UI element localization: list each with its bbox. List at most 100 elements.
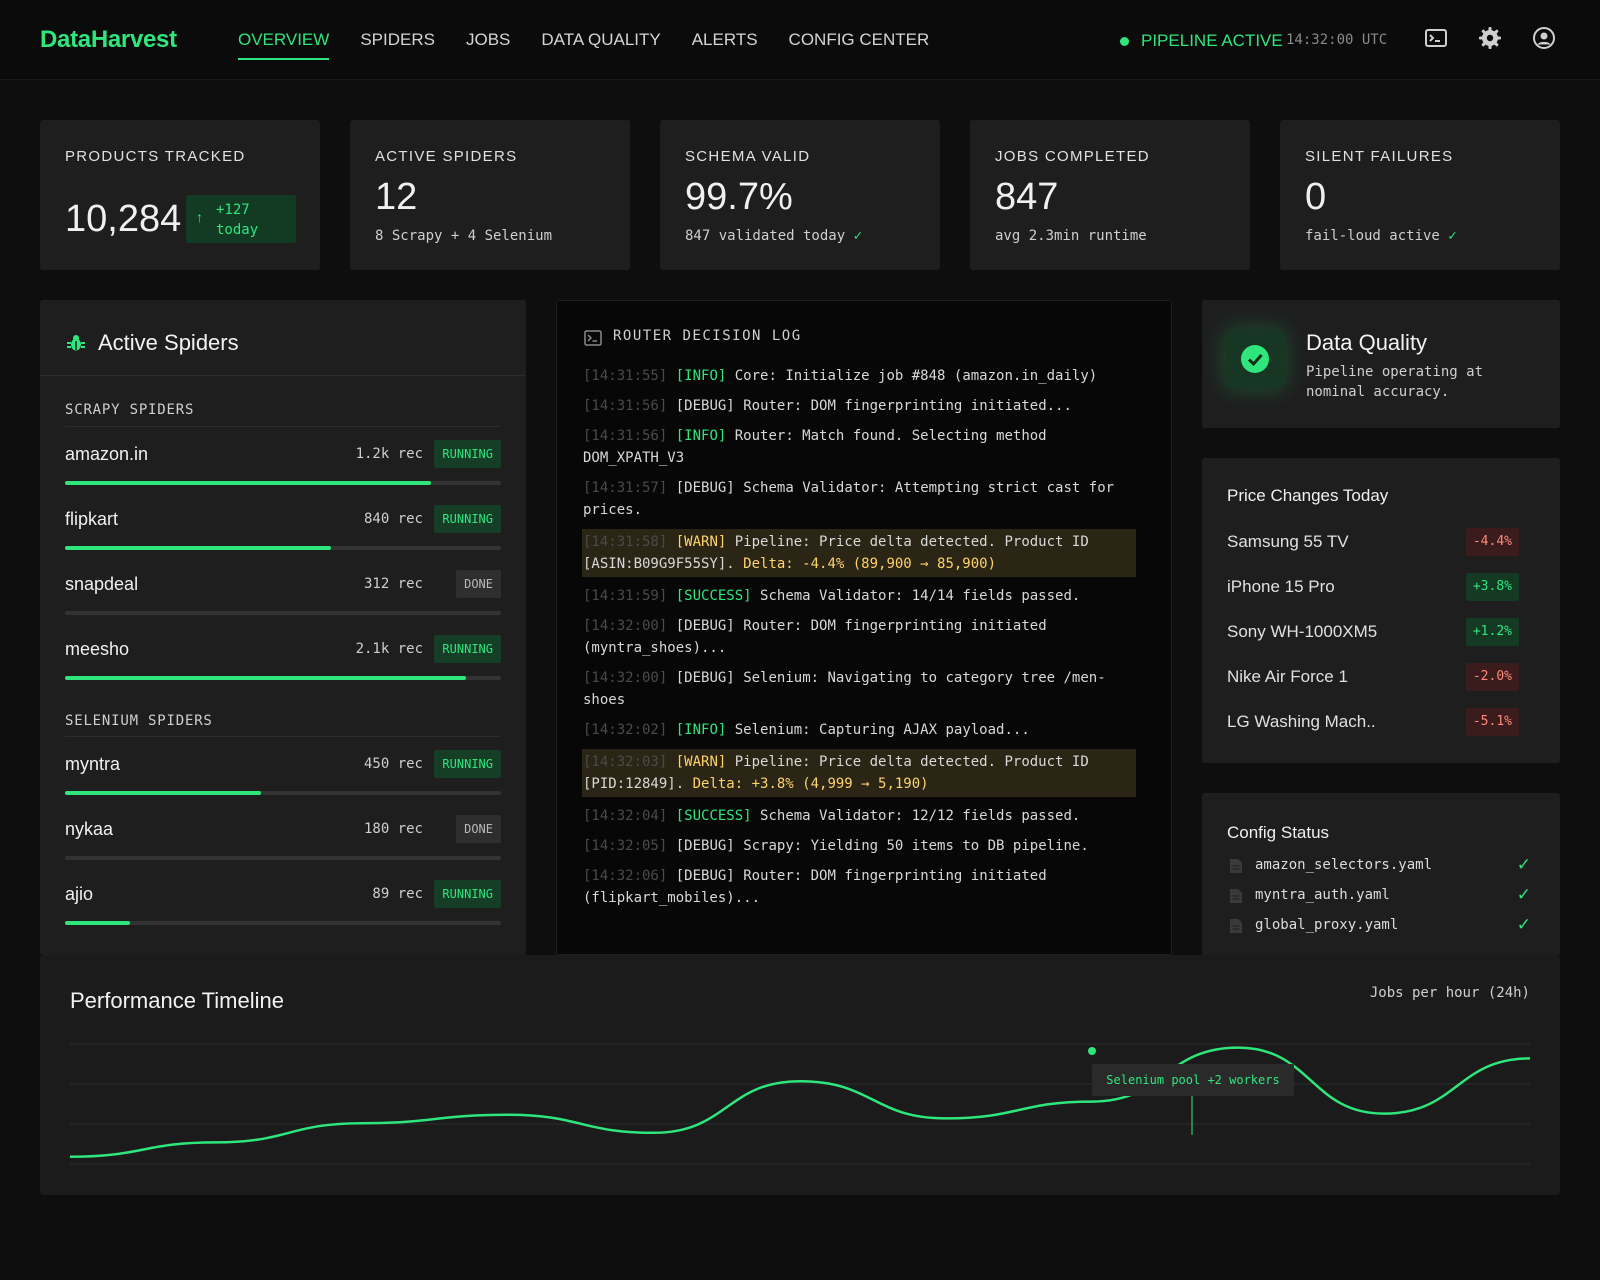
spider-row[interactable]: snapdeal 312 rec DONE [65,570,501,620]
spider-row[interactable]: meesho 2.1k rec RUNNING [65,635,501,685]
log-timestamp: [14:32:05] [583,838,668,854]
log-level: [WARN] [675,534,727,550]
price-change-badge: +3.8% [1465,573,1519,601]
performance-timeline-panel: Performance Timeline Jobs per hour (24h) [40,955,1560,1195]
price-row[interactable]: Samsung 55 TV -4.4% [1227,528,1519,558]
spider-row[interactable]: nykaa 180 rec DONE [65,815,501,865]
price-row[interactable]: iPhone 15 Pro +3.8% [1227,573,1519,603]
log-timestamp: [14:31:58] [583,534,668,550]
delta-value: +127 [216,202,250,218]
nav-overview[interactable]: OVERVIEW [238,30,330,60]
log-lines[interactable]: [14:31:55] [INFO] Core: Initialize job #… [582,365,1136,917]
terminal-icon [584,330,602,346]
log-timestamp: [14:32:00] [583,618,668,634]
spider-row[interactable]: amazon.in 1.2k rec RUNNING [65,440,501,490]
config-status-card: Config Status amazon_selectors.yaml ✓ mynt… [1202,793,1560,955]
active-spiders-panel: Active Spiders SCRAPY SPIDERS amazon.in 1… [40,300,526,955]
progress-track [65,546,501,550]
spider-records: 840 rec [363,511,423,527]
log-line: [14:32:05] [DEBUG] Scrapy: Yielding 50 i… [582,835,1136,857]
stat-label: SILENT FAILURES [1305,148,1454,165]
log-timestamp: [14:31:57] [583,480,668,496]
spider-row[interactable]: flipkart 840 rec RUNNING [65,505,501,555]
log-text: Selenium: Navigating to category tree /m… [583,670,1106,708]
quality-subtitle: Pipeline operating at nominal accuracy. [1306,364,1484,400]
log-line: [14:32:06] [DEBUG] Router: DOM fingerpri… [582,865,1136,909]
log-line: [14:31:56] [INFO] Router: Match found. S… [582,425,1136,469]
log-level: [INFO] [675,428,727,444]
timeline-marker[interactable] [1088,1047,1096,1055]
timeline-chart[interactable] [70,1039,1530,1169]
log-level: [SUCCESS] [675,588,752,604]
stat-label: SCHEMA VALID [685,148,811,165]
log-line: [14:32:03] [WARN] Pipeline: Price delta … [582,749,1136,797]
price-row[interactable]: LG Washing Mach.. -5.1% [1227,708,1519,738]
brand-logo[interactable]: DataHarvest [40,26,177,53]
spider-row[interactable]: ajio 89 rec RUNNING [65,880,501,930]
spider-records: 89 rec [372,886,423,902]
spider-records: 1.2k rec [355,446,423,462]
stat-label: JOBS COMPLETED [995,148,1150,165]
progress-fill [65,791,262,795]
log-level: [INFO] [675,722,727,738]
log-line: [14:32:00] [DEBUG] Router: DOM fingerpri… [582,615,1136,659]
log-level: [DEBUG] [675,838,735,854]
log-line: [14:32:04] [SUCCESS] Schema Validator: 1… [582,805,1136,827]
stat-card-active-spiders: ACTIVE SPIDERS 12 8 Scrapy + 4 Selenium [350,120,630,270]
check-icon: ✓ [1516,885,1531,904]
nav-data-quality[interactable]: DATA QUALITY [541,30,661,49]
spider-row[interactable]: myntra 450 rec RUNNING [65,750,501,800]
status-badge: RUNNING [434,505,501,533]
log-text: Router: DOM fingerprinting initiated... [743,398,1072,414]
price-row[interactable]: Sony WH-1000XM5 +1.2% [1227,618,1519,648]
log-level: [DEBUG] [675,480,735,496]
price-changes-card: Price Changes Today Samsung 55 TV -4.4% iP… [1202,458,1560,763]
progress-fill [65,481,432,485]
log-level: [INFO] [675,368,727,384]
log-text: Schema Validator: 14/14 fields passed. [760,588,1081,604]
log-text: Scrapy: Yielding 50 items to DB pipeline… [743,838,1089,854]
log-delta-highlight: Delta: +3.8% (4,999 → 5,190) [692,776,929,792]
user-icon[interactable] [1532,26,1556,50]
stat-sub: fail-loud active ✓ [1305,228,1457,244]
log-text: Router: DOM fingerprinting initiated (my… [583,618,1047,656]
config-file-row[interactable]: global_proxy.yaml ✓ [1227,915,1531,939]
product-name: Nike Air Force 1 [1227,667,1348,686]
log-level: [SUCCESS] [675,808,752,824]
progress-track [65,611,501,615]
config-filename: global_proxy.yaml [1255,917,1399,933]
nav-jobs[interactable]: JOBS [465,30,511,49]
gear-icon[interactable] [1478,26,1502,50]
pipeline-status-text: PIPELINE ACTIVE [1141,31,1283,50]
price-change-badge: -2.0% [1465,663,1519,691]
product-name: iPhone 15 Pro [1227,577,1335,596]
progress-track [65,856,501,860]
stat-sub: 8 Scrapy + 4 Selenium [375,228,553,244]
log-delta-highlight: Delta: -4.4% (89,900 → 85,900) [743,556,997,572]
stat-label: ACTIVE SPIDERS [375,148,518,165]
log-timestamp: [14:32:04] [583,808,668,824]
spider-name: myntra [65,754,121,774]
log-line: [14:31:59] [SUCCESS] Schema Validator: 1… [582,585,1136,607]
file-icon [1230,859,1242,873]
log-timestamp: [14:32:03] [583,754,668,770]
config-file-row[interactable]: myntra_auth.yaml ✓ [1227,885,1531,909]
section-label-scrapy: SCRAPY SPIDERS [65,402,195,418]
log-timestamp: [14:32:06] [583,868,668,884]
check-icon: ✓ [1448,228,1457,244]
price-row[interactable]: Nike Air Force 1 -2.0% [1227,663,1519,693]
config-file-row[interactable]: amazon_selectors.yaml ✓ [1227,855,1531,879]
log-text: Pipeline: Price delta detected. Product … [583,534,1089,572]
progress-track [65,791,501,795]
nav-spiders[interactable]: SPIDERS [360,30,435,49]
nav-config-center[interactable]: CONFIG CENTER [788,30,930,49]
arrow-up-icon: ↑ [196,209,203,225]
spider-records: 2.1k rec [355,641,423,657]
stat-value: 99.7% [685,176,793,218]
nav-alerts[interactable]: ALERTS [691,30,758,49]
status-badge: RUNNING [434,440,501,468]
product-name: LG Washing Mach.. [1227,712,1376,731]
terminal-icon[interactable] [1424,26,1448,50]
log-text: Schema Validator: 12/12 fields passed. [760,808,1081,824]
check-icon: ✓ [853,228,863,244]
